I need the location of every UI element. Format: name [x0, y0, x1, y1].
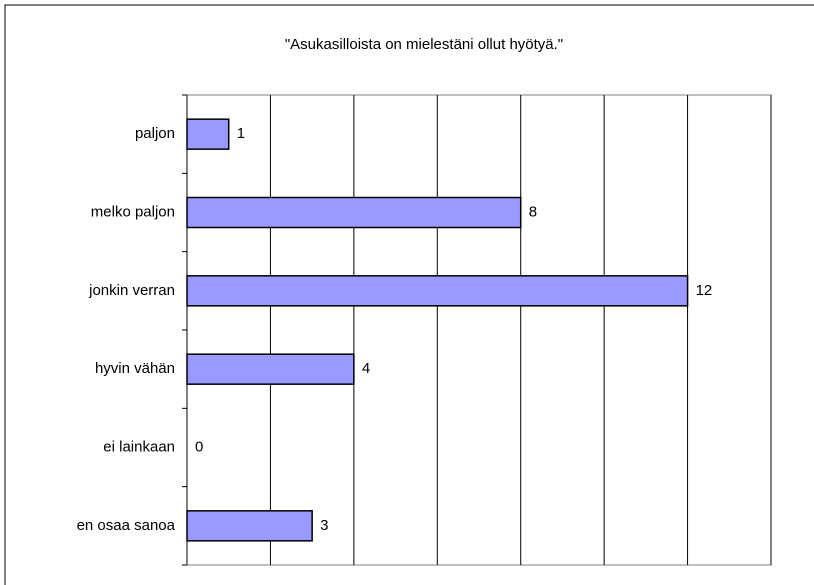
bar — [186, 118, 230, 150]
y-tick-label: jonkin verran — [88, 282, 175, 299]
y-tick-label: paljon — [135, 125, 175, 142]
data-label: 8 — [529, 203, 537, 220]
data-label: 12 — [696, 282, 713, 299]
data-label: 3 — [320, 517, 328, 534]
y-tick-label: en osaa sanoa — [77, 517, 176, 534]
y-tick-label: melko paljon — [91, 203, 175, 220]
bar — [186, 196, 522, 229]
plot-area — [186, 94, 772, 566]
data-label: 1 — [237, 125, 245, 142]
y-tick-label: hyvin vähän — [95, 360, 175, 377]
bar — [186, 510, 313, 542]
data-label: 0 — [195, 438, 203, 455]
chart-title: "Asukasilloista on mielestäni ollut hyöt… — [285, 36, 563, 53]
data-label: 4 — [362, 360, 370, 377]
bar — [186, 353, 355, 385]
y-tick-label: ei lainkaan — [103, 438, 175, 455]
bar — [186, 275, 689, 307]
